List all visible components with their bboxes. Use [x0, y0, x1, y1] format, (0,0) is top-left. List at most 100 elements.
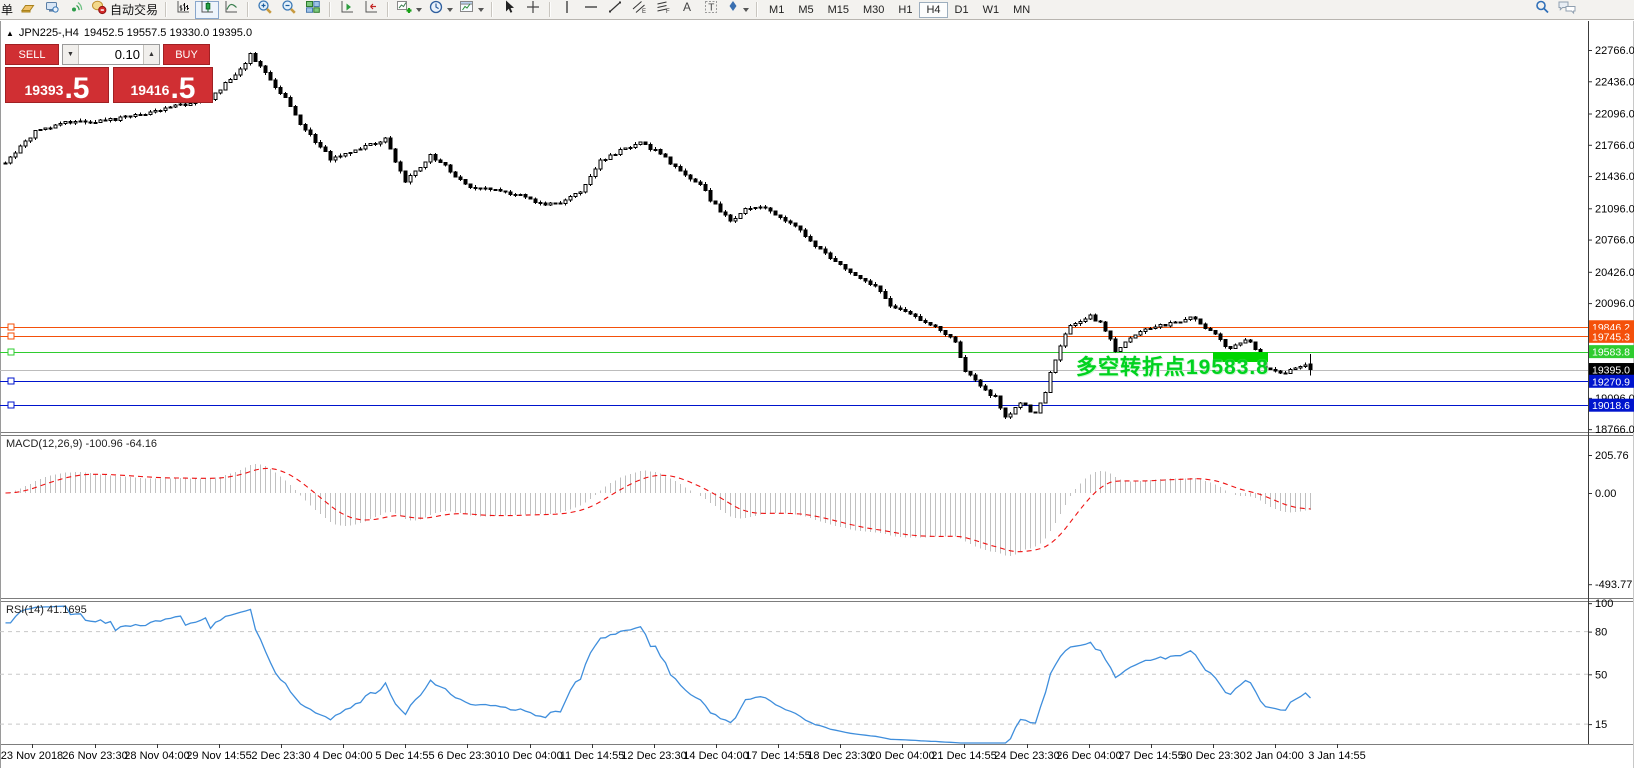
- toolbar-separator: [549, 2, 552, 17]
- horizontal-line-tool-button[interactable]: [579, 1, 603, 19]
- time-tick-label: 18 Dec 23:30: [807, 750, 872, 762]
- time-tick-label: 27 Dec 14:55: [1118, 750, 1183, 762]
- timeframe-button-m30[interactable]: M30: [856, 2, 891, 18]
- timeframe-button-d1[interactable]: D1: [948, 2, 976, 18]
- timeframe-button-h4[interactable]: H4: [919, 1, 948, 18]
- time-tick-label: 12 Dec 23:30: [621, 750, 686, 762]
- vertical-line-icon: [559, 0, 575, 20]
- buy-button[interactable]: BUY: [163, 44, 210, 65]
- time-tick-label: 4 Dec 04:00: [313, 750, 372, 762]
- crosshair-tool-button[interactable]: [521, 1, 545, 19]
- chat-button[interactable]: [1554, 1, 1580, 19]
- add-indicator-button[interactable]: [393, 1, 425, 19]
- time-tick-label: 29 Nov 14:55: [186, 750, 251, 762]
- template-icon: [459, 0, 475, 20]
- search-button[interactable]: [1530, 0, 1554, 19]
- clock-icon: [428, 0, 444, 20]
- zoom-in-button[interactable]: [253, 0, 277, 20]
- periods-button[interactable]: [425, 0, 456, 20]
- autotrading-button[interactable]: 自动交易: [88, 0, 161, 19]
- cursor-tool-button[interactable]: [497, 0, 521, 19]
- timeframe-button-m5[interactable]: M5: [791, 2, 820, 18]
- terminal-button[interactable]: [40, 1, 64, 19]
- macd-label: MACD(12,26,9) -100.96 -64.16: [6, 438, 158, 450]
- vertical-line-tool-button[interactable]: [555, 1, 579, 19]
- equidistant-channel-tool-button[interactable]: E: [627, 1, 651, 19]
- one-click-trading-panel: SELL ▼ ▲ BUY 19393 .5 19416 .5: [5, 44, 213, 105]
- horizontal-price-lines[interactable]: [0, 323, 1588, 409]
- volume-increase-button[interactable]: ▲: [143, 45, 159, 64]
- macd-panel: [5, 464, 1311, 556]
- symbol-ohlc: 19452.5 19557.5 19330.0 19395.0: [83, 27, 253, 39]
- timeframe-button-m15[interactable]: M15: [821, 2, 856, 18]
- volume-input[interactable]: [79, 45, 143, 64]
- macd-histogram: [10, 464, 1311, 556]
- pivot-highlight-rect[interactable]: [1213, 352, 1268, 362]
- chart-shift-button[interactable]: [359, 1, 383, 19]
- timeframe-button-mn[interactable]: MN: [1006, 2, 1037, 18]
- autotrading-label: 自动交易: [110, 3, 159, 17]
- time-tick-label: 20 Dec 04:00: [869, 750, 934, 762]
- auto-scroll-button[interactable]: [335, 1, 359, 19]
- svg-text:T: T: [708, 3, 714, 14]
- text-tool-button[interactable]: A: [675, 0, 699, 20]
- signal-icon: [68, 0, 84, 20]
- bar-chart-icon: [175, 0, 191, 20]
- chat-icon: [1557, 0, 1577, 20]
- crosshair-icon: [525, 0, 541, 20]
- macd-axis-label: 205.76: [1595, 450, 1629, 462]
- auto-scroll-icon: [339, 0, 355, 20]
- time-tick-label: 3 Jan 14:55: [1308, 750, 1366, 762]
- timeframe-group: M1 M5 M15 M30 H1 H4 D1 W1 MN: [762, 1, 1037, 18]
- text-icon: A: [679, 0, 695, 20]
- toolbar-separator: [329, 2, 332, 17]
- zoom-in-icon: [257, 0, 273, 20]
- new-order-button[interactable]: [16, 1, 40, 19]
- bar-chart-button[interactable]: [171, 1, 195, 19]
- tile-windows-button[interactable]: [301, 1, 325, 19]
- timeframe-button-w1[interactable]: W1: [976, 2, 1007, 18]
- macd-axis-label: 0.00: [1595, 488, 1616, 500]
- timeframe-button-m1[interactable]: M1: [762, 2, 791, 18]
- main-toolbar: 单 自动交易: [0, 0, 1634, 20]
- text-label-tool-button[interactable]: T: [699, 1, 723, 19]
- time-tick-label: 5 Dec 14:55: [375, 750, 434, 762]
- price-tick-label: 20426.0: [1595, 267, 1634, 279]
- toolbar-separator: [491, 2, 494, 17]
- templates-button[interactable]: [456, 1, 487, 19]
- zoom-out-icon: [281, 0, 297, 20]
- timeframe-button-h1[interactable]: H1: [891, 2, 919, 18]
- time-tick-label: 11 Dec 14:55: [560, 750, 625, 762]
- price-line-label-box: [1589, 345, 1634, 359]
- buy-price-quote[interactable]: 19416 .5: [113, 67, 213, 104]
- signal-button[interactable]: [64, 1, 88, 19]
- sell-button[interactable]: SELL: [5, 44, 59, 65]
- chevron-down-icon: [447, 7, 454, 12]
- candlestick-chart-button[interactable]: [195, 0, 220, 19]
- price-tick-label: 20766.0: [1595, 235, 1634, 247]
- sell-price-frac: .5: [64, 72, 90, 105]
- chevron-down-icon: [478, 7, 485, 12]
- one-click-collapse-arrow[interactable]: ▲: [6, 28, 14, 38]
- volume-control: ▼ ▲: [62, 44, 160, 65]
- trendline-tool-button[interactable]: [603, 1, 627, 19]
- zoom-out-button[interactable]: [277, 0, 301, 20]
- chevron-down-icon: [416, 7, 423, 12]
- price-scale[interactable]: 22766.0 22436.0 22096.0 21766.0 21436.0 21096…: [1588, 45, 1634, 731]
- new-order-label[interactable]: 单: [1, 3, 14, 17]
- volume-decrease-button[interactable]: ▼: [63, 45, 79, 64]
- sell-price-quote[interactable]: 19393 .5: [5, 67, 109, 105]
- fibonacci-tool-button[interactable]: F: [651, 1, 675, 19]
- time-tick-label: 23 Nov 2018: [1, 750, 63, 762]
- rsi-line: [5, 605, 1311, 744]
- price-tick-label: 20096.0: [1595, 298, 1634, 310]
- line-chart-button[interactable]: [219, 1, 243, 19]
- pivot-annotation[interactable]: 多空转折点19583.8: [1076, 356, 1269, 379]
- tile-windows-icon: [305, 0, 321, 20]
- price-tick-label: 21766.0: [1595, 140, 1634, 152]
- time-tick-label: 10 Dec 04:00: [497, 750, 562, 762]
- arrows-tool-button[interactable]: [723, 1, 752, 19]
